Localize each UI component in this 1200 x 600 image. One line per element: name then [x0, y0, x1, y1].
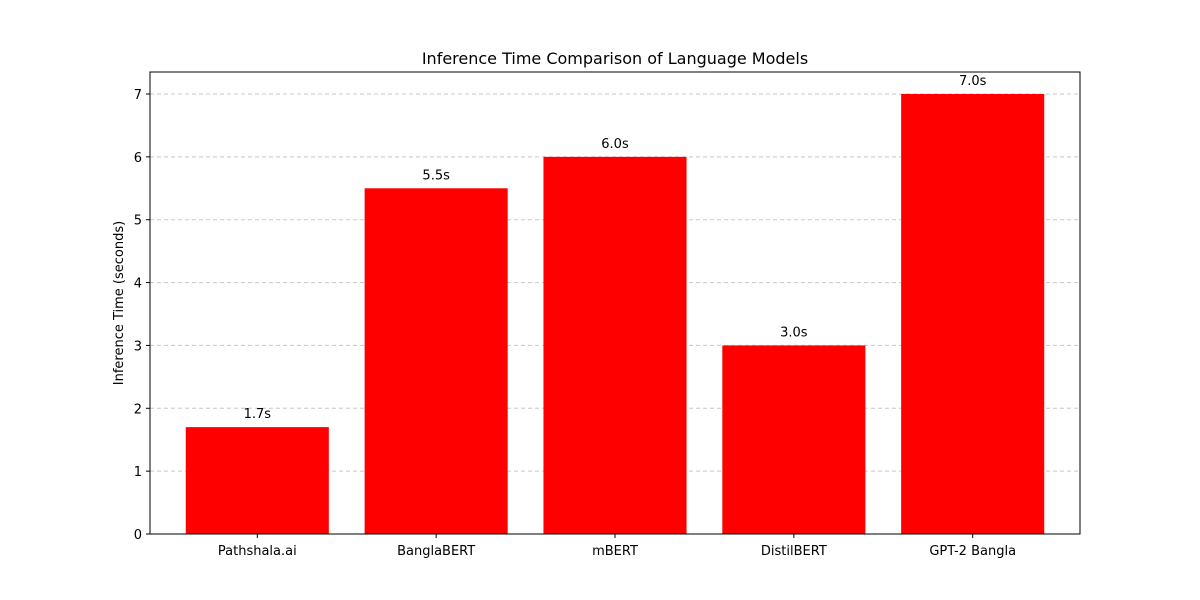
bar-value-label: 5.5s [422, 168, 450, 183]
y-tick-label: 7 [134, 88, 142, 103]
bar [722, 345, 866, 534]
x-axis-ticks: Pathshala.ai BanglaBERT mBERT DistilBERT GPT… [218, 534, 1016, 559]
y-tick-label: 3 [134, 339, 142, 354]
x-tick-label: BanglaBERT [397, 544, 475, 559]
x-tick-label: DistilBERT [761, 544, 827, 559]
y-tick-label: 2 [134, 402, 142, 417]
x-tick-label: GPT-2 Bangla [929, 544, 1016, 559]
y-axis-label: Inference Time (seconds) [112, 221, 127, 385]
y-tick-label: 6 [134, 151, 142, 166]
y-tick-label: 4 [134, 277, 142, 292]
bars [185, 94, 1045, 535]
bar-value-label: 1.7s [244, 407, 272, 422]
bar-value-label: 7.0s [959, 74, 987, 89]
bar [901, 94, 1045, 534]
bar-value-label: 6.0s [601, 137, 629, 152]
y-axis-ticks: 0 1 2 3 4 5 6 7 [134, 88, 150, 543]
bar-value-labels: 1.7s 5.5s 6.0s 3.0s 7.0s [244, 74, 987, 422]
chart-title: Inference Time Comparison of Language Mo… [422, 49, 808, 68]
x-tick-label: mBERT [592, 544, 638, 559]
bar [185, 427, 329, 534]
y-tick-label: 0 [134, 528, 142, 543]
bar [364, 188, 508, 535]
bar-value-label: 3.0s [780, 325, 808, 340]
x-tick-label: Pathshala.ai [218, 544, 297, 559]
y-tick-label: 5 [134, 214, 142, 229]
bar [543, 156, 687, 534]
y-tick-label: 1 [134, 465, 142, 480]
